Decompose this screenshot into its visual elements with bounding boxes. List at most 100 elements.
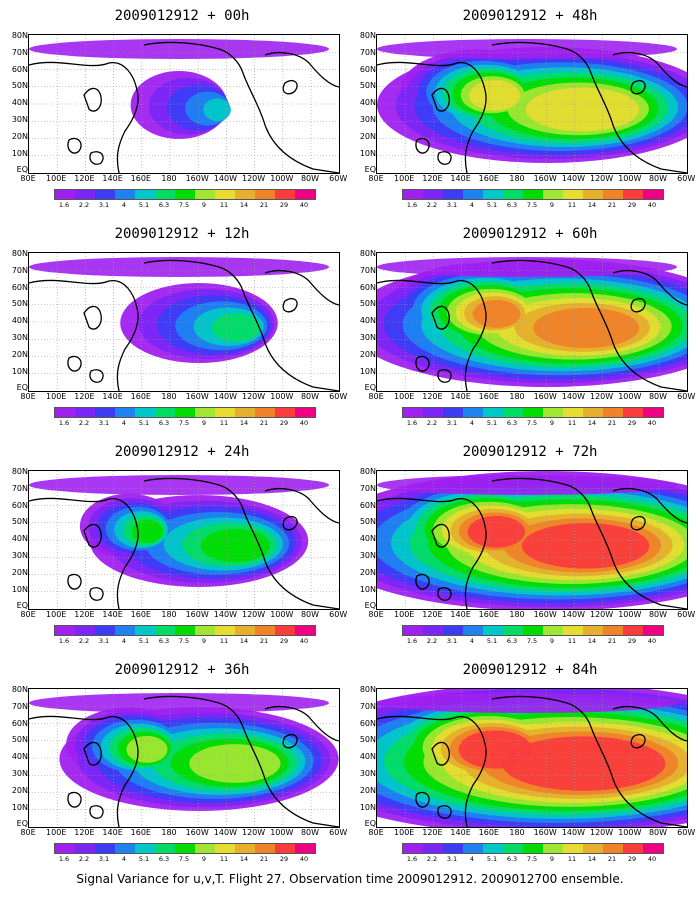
longitude-label: 120W bbox=[242, 610, 266, 619]
colorbar-swatch bbox=[255, 190, 275, 199]
colorbar-swatch bbox=[155, 844, 175, 853]
colorbar-label: 6.3 bbox=[158, 201, 170, 209]
longitude-label: 160E bbox=[130, 610, 151, 619]
latitude-label: EQ bbox=[16, 165, 28, 175]
colorbar-swatch bbox=[523, 408, 543, 417]
colorbar-label: 9 bbox=[549, 637, 555, 645]
colorbar-swatch bbox=[623, 190, 643, 199]
latitude-label: 80N bbox=[359, 249, 376, 258]
colorbar-label: 11 bbox=[567, 201, 577, 209]
variance-field bbox=[29, 475, 329, 587]
colorbar-swatch bbox=[543, 844, 563, 853]
coastline bbox=[29, 41, 339, 173]
colorbar-swatch bbox=[75, 190, 95, 199]
longitude-label: 100W bbox=[618, 828, 642, 837]
longitude-label: 80W bbox=[300, 610, 320, 619]
longitude-label: 120E bbox=[74, 828, 95, 837]
map-plot bbox=[28, 34, 340, 174]
colorbar-swatch bbox=[195, 844, 215, 853]
colorbar-label: 6.3 bbox=[158, 637, 170, 645]
colorbar-swatch bbox=[583, 190, 603, 199]
colorbar-label: 14 bbox=[239, 419, 249, 427]
longitude-label: 60W bbox=[677, 610, 696, 619]
colorbar-label: 29 bbox=[627, 201, 637, 209]
latitude-axis: 80N 70N 60N 50N 40N 30N 20N 10N EQ bbox=[354, 686, 376, 828]
colorbar-label: 5.1 bbox=[486, 855, 498, 863]
longitude-label: 80W bbox=[300, 828, 320, 837]
latitude-label: 20N bbox=[359, 785, 376, 795]
colorbar-label: 1.6 bbox=[58, 637, 70, 645]
colorbar-swatch bbox=[583, 626, 603, 635]
colorbar-label: 7.5 bbox=[178, 419, 190, 427]
latitude-label: 10N bbox=[11, 366, 28, 376]
longitude-label: 140E bbox=[102, 610, 123, 619]
colorbar-label: 21 bbox=[259, 855, 269, 863]
longitude-axis: 80E 100E 120E 140E 160E 180 160W 140W 120W 100W 80… bbox=[20, 828, 358, 838]
longitude-label: 180 bbox=[161, 610, 177, 619]
colorbar-swatch bbox=[603, 190, 623, 199]
latitude-label: 30N bbox=[359, 769, 376, 778]
latitude-label: 50N bbox=[11, 735, 28, 745]
colorbar-swatch bbox=[443, 626, 463, 635]
latitude-axis: 80N 70N 60N 50N 40N 30N 20N 10N EQ bbox=[6, 468, 28, 610]
colorbar-swatch bbox=[583, 844, 603, 853]
colorbar-swatch bbox=[155, 190, 175, 199]
latitude-label: 50N bbox=[359, 735, 376, 745]
longitude-label: 180 bbox=[509, 610, 525, 619]
longitude-label: 160E bbox=[478, 174, 499, 183]
colorbar-label: 14 bbox=[239, 201, 249, 209]
longitude-label: 140E bbox=[450, 828, 471, 837]
colorbar-swatch bbox=[583, 408, 603, 417]
colorbar-swatch bbox=[95, 844, 115, 853]
colorbar-swatch bbox=[443, 408, 463, 417]
longitude-label: 100W bbox=[618, 174, 642, 183]
longitude-label: 120E bbox=[422, 392, 443, 401]
latitude-label: EQ bbox=[364, 383, 376, 393]
colorbar-swatch bbox=[603, 626, 623, 635]
variance-field bbox=[29, 257, 329, 363]
colorbar-swatch bbox=[235, 190, 255, 199]
panel-title: 2009012912 + 48h bbox=[462, 8, 598, 24]
latitude-label: 30N bbox=[11, 115, 28, 124]
colorbar-label: 2.2 bbox=[78, 855, 90, 863]
longitude-label: 180 bbox=[509, 392, 525, 401]
colorbar-swatch bbox=[235, 408, 255, 417]
colorbar-swatch bbox=[483, 626, 503, 635]
longitude-label: 120E bbox=[422, 610, 443, 619]
latitude-axis: 80N 70N 60N 50N 40N 30N 20N 10N EQ bbox=[6, 32, 28, 175]
colorbar-labels: 1.6 2.2 3.1 4 5.1 6.3 7.5 9 11 14 21 29 40 bbox=[402, 419, 662, 427]
latitude-label: 50N bbox=[11, 299, 28, 309]
colorbar-swatch bbox=[543, 408, 563, 417]
longitude-axis: 80E 100E 120E 140E 160E 180 160W 140W 120W 100W 80… bbox=[20, 174, 358, 184]
colorbar-label: 2.2 bbox=[78, 637, 90, 645]
longitude-label: 140E bbox=[102, 392, 123, 401]
colorbar-swatch bbox=[423, 626, 443, 635]
colorbar-label: 29 bbox=[627, 637, 637, 645]
longitude-label: 80E bbox=[20, 610, 36, 619]
colorbar-swatch bbox=[275, 626, 295, 635]
panel-title: 2009012912 + 60h bbox=[462, 226, 598, 242]
longitude-label: 60W bbox=[329, 610, 348, 619]
longitude-axis: 80E 100E 120E 140E 160E 180 160W 140W 120W 100W 80… bbox=[20, 610, 358, 620]
longitude-label: 120W bbox=[242, 828, 266, 837]
latitude-label: 60N bbox=[11, 500, 28, 510]
colorbar-label: 9 bbox=[549, 855, 555, 863]
colorbar-swatch bbox=[503, 844, 523, 853]
longitude-label: 180 bbox=[161, 174, 177, 183]
latitude-label: 20N bbox=[359, 131, 376, 141]
colorbar-label: 11 bbox=[219, 855, 229, 863]
latitude-label: 70N bbox=[359, 701, 376, 711]
colorbar-swatch bbox=[463, 408, 483, 417]
colorbar-label: 7.5 bbox=[178, 637, 190, 645]
panel-title: 2009012912 + 00h bbox=[114, 8, 250, 24]
latitude-label: 70N bbox=[11, 701, 28, 711]
longitude-label: 80E bbox=[368, 392, 384, 401]
colorbar-label: 5.1 bbox=[138, 201, 150, 209]
longitude-label: 140W bbox=[213, 174, 237, 183]
colorbar-swatch bbox=[423, 190, 443, 199]
latitude-label: 20N bbox=[359, 567, 376, 577]
colorbar-swatch bbox=[55, 844, 75, 853]
colorbar-label: 14 bbox=[587, 855, 597, 863]
panel-title: 2009012912 + 72h bbox=[462, 444, 598, 460]
latitude-label: 20N bbox=[11, 567, 28, 577]
